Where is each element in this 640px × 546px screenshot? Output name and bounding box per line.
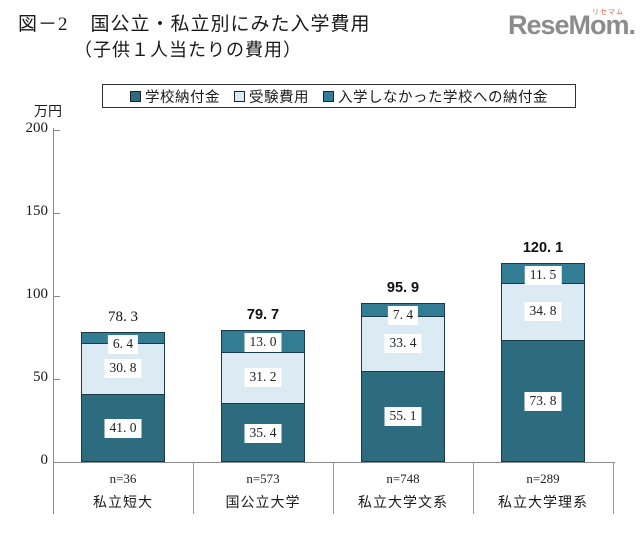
bar-total-label: 120. 1 — [522, 240, 564, 256]
y-tick-label: 100 — [25, 286, 49, 302]
bar-segment-label: 7. 4 — [387, 306, 419, 325]
legend-swatch-icon — [234, 90, 245, 102]
y-axis-unit-label: 万円 — [34, 105, 62, 120]
legend-item-1: 受験費用 — [234, 86, 309, 107]
legend-swatch-icon — [323, 90, 334, 102]
category-label: 国公立大学 — [225, 496, 301, 511]
bar-segment-label: 34. 8 — [524, 301, 562, 321]
x-axis-line — [53, 462, 615, 463]
title-subtitle: （子供１人当たりの費用） — [74, 39, 302, 60]
bar-私立短大: 6. 4 30. 8 41. 0 — [81, 332, 165, 462]
y-tick-mark — [54, 130, 60, 131]
bar-segment-label: 73. 8 — [524, 392, 562, 411]
y-tick-label: 200 — [25, 120, 49, 136]
bar-私立大学理系: 11. 5 34. 8 73. 8 — [501, 263, 585, 462]
bar-total-label: 79. 7 — [246, 307, 280, 323]
resemom-logo: リセマム ReseMom. — [508, 8, 636, 42]
bar-segment-label: 35. 4 — [244, 423, 282, 443]
legend-label: 入学しなかった学校への納付金 — [338, 89, 548, 106]
n-label: n=36 — [109, 471, 137, 486]
logo-ruby-text: リセマム — [592, 9, 624, 16]
bar-segment-label: 11. 5 — [524, 266, 562, 285]
figure-number: 図－2 — [18, 14, 69, 35]
page-title: 図－2 国公立・私立別にみた入学費用 （子供１人当たりの費用） — [18, 12, 371, 62]
legend-swatch-icon — [130, 90, 141, 102]
x-divider — [473, 462, 474, 514]
bar-segment-label: 13. 0 — [244, 333, 282, 352]
y-tick-label: 0 — [40, 452, 49, 468]
y-tick-mark — [54, 296, 60, 297]
legend-item-2: 入学しなかった学校への納付金 — [323, 86, 548, 107]
category-label: 私立大学理系 — [498, 496, 588, 511]
legend-label: 受験費用 — [249, 89, 309, 106]
bar-segment-label: 41. 0 — [104, 418, 142, 438]
legend-label: 学校納付金 — [145, 89, 220, 106]
bar-国公立大学: 13. 0 31. 2 35. 4 — [221, 330, 305, 462]
y-tick-mark — [54, 462, 60, 463]
bar-segment-label: 31. 2 — [244, 368, 282, 388]
chart-legend: 学校納付金 受験費用 入学しなかった学校への納付金 — [102, 84, 576, 108]
bar-total-label: 95. 9 — [386, 280, 420, 296]
y-tick-mark — [54, 379, 60, 380]
bar-私立大学文系: 7. 4 33. 4 55. 1 — [361, 303, 445, 462]
logo-text: ReseMom. — [508, 10, 636, 40]
y-tick-mark — [54, 213, 60, 214]
bar-segment-label: 33. 4 — [384, 334, 422, 353]
bar-total-label: 78. 3 — [108, 309, 138, 325]
category-label: 私立大学文系 — [358, 496, 448, 511]
title-line1: 図－2 国公立・私立別にみた入学費用 — [18, 12, 371, 38]
y-tick-label: 50 — [33, 369, 48, 385]
bar-segment-label: 55. 1 — [384, 407, 422, 427]
category-label: 私立短大 — [93, 496, 153, 511]
x-divider — [613, 462, 614, 514]
bar-segment-label: 30. 8 — [104, 359, 142, 379]
n-label: n=748 — [386, 471, 420, 486]
n-label: n=573 — [246, 471, 280, 486]
x-divider — [333, 462, 334, 514]
y-tick-label: 150 — [25, 203, 49, 219]
x-divider — [193, 462, 194, 514]
y-axis-line — [53, 128, 54, 514]
n-label: n=289 — [526, 471, 560, 486]
bar-segment-label: 6. 4 — [107, 335, 139, 354]
title-text: 国公立・私立別にみた入学費用 — [90, 14, 371, 35]
legend-item-0: 学校納付金 — [130, 86, 220, 107]
